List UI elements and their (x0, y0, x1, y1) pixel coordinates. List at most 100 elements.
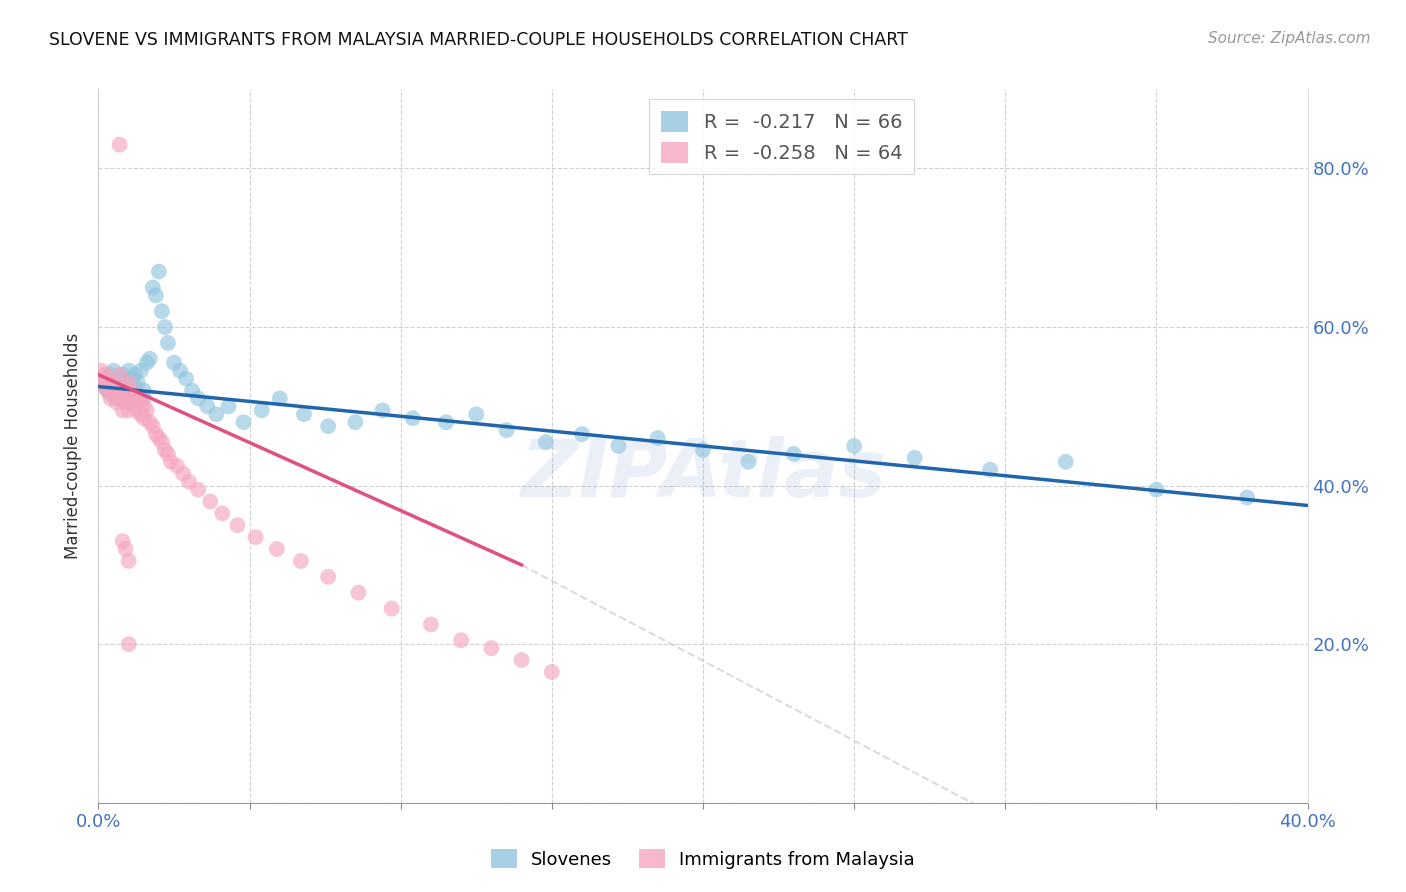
Point (187, 483, 209, 497)
Point (108, 368, 131, 382)
Point (114, 384, 136, 398)
Point (132, 384, 155, 398)
Point (1054, 455, 1077, 469)
Point (100, 387, 122, 401)
Point (90, 376, 112, 390)
Point (148, 264, 170, 278)
Point (181, 384, 204, 398)
Point (111, 392, 134, 406)
Point (145, 427, 167, 442)
Point (211, 507, 233, 521)
Point (179, 475, 201, 489)
Point (96, 384, 118, 398)
Point (187, 392, 209, 406)
Point (118, 554, 141, 568)
Point (118, 637, 141, 651)
Point (371, 403, 394, 417)
Point (118, 403, 141, 417)
Point (142, 419, 165, 434)
Point (226, 518, 249, 533)
Point (904, 450, 927, 465)
Point (132, 392, 155, 406)
Point (381, 601, 404, 615)
Text: Source: ZipAtlas.com: Source: ZipAtlas.com (1208, 31, 1371, 46)
Point (450, 633, 472, 648)
Point (347, 585, 370, 599)
Point (100, 368, 122, 382)
Point (510, 653, 533, 667)
Point (108, 384, 131, 398)
Point (132, 400, 155, 414)
Point (121, 371, 143, 385)
Point (108, 387, 131, 401)
Point (96, 371, 118, 385)
Point (93, 379, 115, 393)
Point (124, 400, 146, 414)
Point (145, 288, 167, 302)
Point (174, 371, 197, 385)
Point (127, 392, 149, 406)
Point (121, 395, 143, 409)
Point (114, 376, 136, 390)
Point (129, 364, 152, 378)
Point (103, 379, 125, 393)
Point (844, 439, 866, 453)
Point (103, 376, 125, 390)
Point (647, 431, 669, 445)
Point (292, 407, 315, 421)
Point (250, 403, 273, 417)
Point (217, 400, 239, 414)
Point (124, 379, 146, 393)
Point (232, 415, 254, 429)
Point (114, 542, 136, 557)
Text: SLOVENE VS IMMIGRANTS FROM MALAYSIA MARRIED-COUPLE HOUSEHOLDS CORRELATION CHART: SLOVENE VS IMMIGRANTS FROM MALAYSIA MARR… (49, 31, 908, 49)
Point (121, 384, 143, 398)
Point (118, 392, 141, 406)
Point (245, 530, 267, 544)
Point (100, 392, 122, 406)
Point (129, 407, 152, 421)
Point (105, 384, 128, 398)
Point (111, 534, 134, 549)
Point (153, 320, 176, 334)
Point (135, 356, 157, 370)
Point (534, 435, 557, 450)
Point (100, 376, 122, 390)
Point (103, 364, 125, 378)
Point (93, 368, 115, 382)
Point (111, 368, 134, 382)
Point (540, 665, 562, 679)
Point (344, 415, 367, 429)
Point (105, 395, 128, 409)
Point (150, 304, 173, 318)
Point (108, 137, 131, 152)
Point (160, 455, 183, 469)
Point (90, 376, 112, 390)
Point (124, 368, 146, 382)
Point (132, 411, 155, 425)
Point (420, 617, 443, 632)
Point (607, 439, 630, 453)
Point (111, 379, 134, 393)
Point (114, 395, 136, 409)
Point (139, 415, 162, 429)
Point (783, 447, 806, 461)
Legend: R =  -0.217   N = 66, R =  -0.258   N = 64: R = -0.217 N = 66, R = -0.258 N = 64 (650, 99, 914, 174)
Point (316, 419, 339, 434)
Point (495, 423, 517, 437)
Point (96, 384, 118, 398)
Point (153, 442, 176, 457)
Point (105, 392, 128, 406)
Point (108, 371, 131, 385)
Point (127, 403, 149, 417)
Point (156, 447, 179, 461)
Point (103, 387, 125, 401)
Point (142, 280, 165, 294)
Point (124, 387, 146, 401)
Point (118, 395, 141, 409)
Point (290, 554, 312, 568)
Point (163, 356, 186, 370)
Point (111, 392, 134, 406)
Point (481, 641, 503, 656)
Point (316, 570, 339, 584)
